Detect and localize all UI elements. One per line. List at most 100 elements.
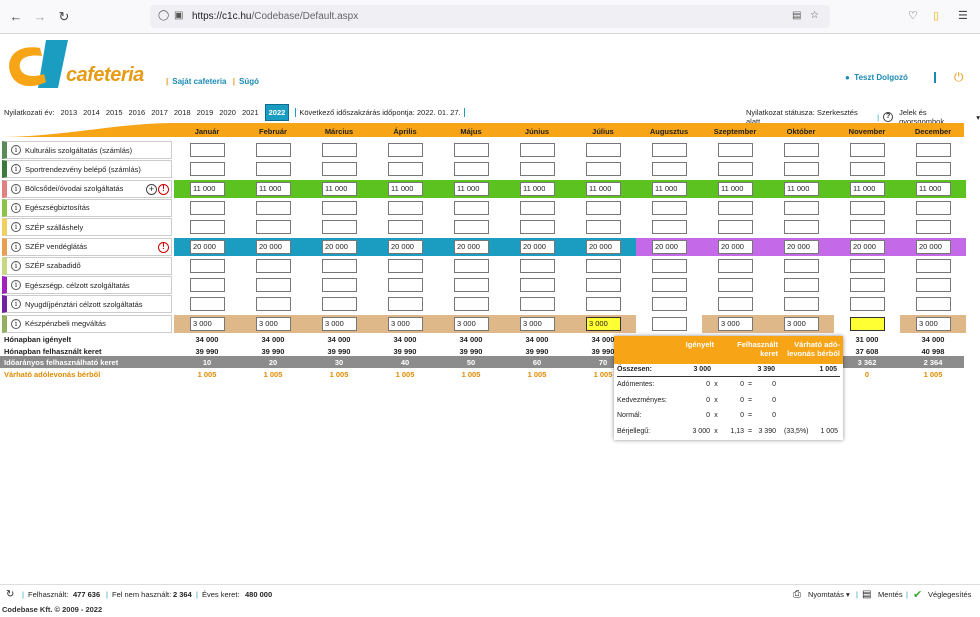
amount-input[interactable]: 3 000 bbox=[322, 316, 357, 331]
amount-input[interactable] bbox=[520, 200, 555, 215]
amount-input[interactable]: 11 000 bbox=[454, 181, 489, 196]
info-icon[interactable]: i bbox=[11, 241, 21, 252]
amount-input[interactable] bbox=[388, 278, 423, 293]
amount-input[interactable] bbox=[652, 220, 687, 235]
amount-input[interactable]: 3 000 bbox=[454, 316, 489, 331]
amount-input[interactable] bbox=[586, 200, 621, 215]
year-option[interactable]: 2014 bbox=[83, 107, 100, 117]
bookmark-star-icon[interactable]: ☆ bbox=[810, 10, 819, 21]
info-icon[interactable]: i bbox=[11, 164, 21, 175]
amount-input[interactable] bbox=[190, 200, 225, 215]
amount-input[interactable] bbox=[520, 162, 555, 177]
amount-input[interactable] bbox=[256, 143, 291, 157]
year-selected[interactable]: 2022 bbox=[264, 103, 290, 121]
amount-input[interactable] bbox=[784, 297, 819, 312]
warning-icon[interactable]: ! bbox=[158, 241, 169, 253]
amount-input[interactable]: 20 000 bbox=[718, 239, 753, 254]
amount-input[interactable] bbox=[784, 258, 819, 273]
amount-input[interactable] bbox=[520, 278, 555, 293]
amount-input[interactable] bbox=[520, 297, 555, 312]
year-option[interactable]: 2021 bbox=[241, 107, 259, 117]
info-icon[interactable]: i bbox=[11, 299, 21, 310]
info-icon[interactable]: i bbox=[11, 280, 21, 291]
amount-input[interactable]: 20 000 bbox=[256, 239, 291, 254]
amount-input[interactable] bbox=[388, 220, 423, 235]
amount-input[interactable] bbox=[190, 220, 225, 235]
benefit-label[interactable]: i Egészségbiztosítás bbox=[2, 198, 172, 217]
amount-input[interactable] bbox=[454, 143, 489, 157]
reader-view-icon[interactable]: ▤ bbox=[792, 10, 802, 21]
back-icon[interactable]: ← bbox=[9, 9, 23, 24]
lock-icon[interactable]: ▣ bbox=[174, 10, 184, 21]
amount-input[interactable] bbox=[256, 200, 291, 215]
amount-input[interactable] bbox=[256, 297, 291, 312]
amount-input[interactable] bbox=[388, 162, 423, 177]
benefit-label[interactable]: i SZÉP szabadidő bbox=[2, 256, 172, 275]
save-button[interactable]: Mentés bbox=[878, 590, 903, 599]
amount-input[interactable] bbox=[784, 143, 819, 157]
amount-input[interactable] bbox=[916, 278, 951, 293]
amount-input[interactable] bbox=[652, 200, 687, 215]
amount-input[interactable] bbox=[718, 220, 753, 235]
amount-input[interactable] bbox=[784, 278, 819, 293]
amount-input[interactable] bbox=[190, 162, 225, 177]
amount-input[interactable] bbox=[322, 278, 357, 293]
amount-input[interactable]: 11 000 bbox=[916, 181, 951, 196]
phone-icon[interactable]: ▯ bbox=[933, 10, 940, 22]
amount-input[interactable] bbox=[586, 162, 621, 177]
amount-input[interactable]: 3 000 bbox=[916, 316, 951, 331]
amount-input[interactable]: 20 000 bbox=[916, 239, 951, 254]
amount-input[interactable]: 11 000 bbox=[586, 181, 621, 196]
amount-input[interactable] bbox=[322, 220, 357, 235]
amount-input[interactable]: 11 000 bbox=[718, 181, 753, 196]
amount-input[interactable] bbox=[388, 143, 423, 157]
amount-input[interactable] bbox=[718, 258, 753, 273]
amount-input[interactable]: 3 000 bbox=[718, 316, 753, 331]
amount-input[interactable]: 3 000 bbox=[586, 316, 621, 331]
amount-input[interactable] bbox=[454, 220, 489, 235]
amount-input[interactable] bbox=[190, 278, 225, 293]
amount-input[interactable] bbox=[322, 297, 357, 312]
check-icon[interactable]: ✔ bbox=[913, 589, 923, 601]
benefit-label[interactable]: i Nyugdíjpénztári célzott szolgáltatás bbox=[2, 295, 172, 314]
amount-input[interactable] bbox=[520, 258, 555, 273]
amount-input[interactable]: 20 000 bbox=[850, 239, 885, 254]
info-icon[interactable]: i bbox=[11, 202, 21, 213]
amount-input[interactable] bbox=[256, 162, 291, 177]
benefit-label[interactable]: i Sportrendezvény belépő (számlás) bbox=[2, 160, 172, 179]
year-option[interactable]: 2017 bbox=[151, 107, 168, 117]
year-option[interactable]: 2019 bbox=[196, 107, 214, 117]
amount-input[interactable] bbox=[586, 278, 621, 293]
amount-input[interactable] bbox=[652, 143, 687, 157]
amount-input[interactable]: 11 000 bbox=[190, 181, 225, 196]
amount-input[interactable] bbox=[916, 220, 951, 235]
benefit-label[interactable]: i SZÉP szálláshely bbox=[2, 218, 172, 237]
amount-input[interactable] bbox=[454, 258, 489, 273]
amount-input[interactable]: 11 000 bbox=[850, 181, 885, 196]
amount-input[interactable] bbox=[916, 297, 951, 312]
printer-icon[interactable]: ⎙ bbox=[793, 589, 801, 600]
amount-input[interactable] bbox=[190, 143, 225, 157]
caret-down-icon[interactable]: ▾ bbox=[976, 112, 980, 122]
amount-input[interactable] bbox=[652, 297, 687, 312]
amount-input[interactable] bbox=[520, 220, 555, 235]
year-option[interactable]: 2013 bbox=[60, 107, 78, 117]
amount-input[interactable] bbox=[916, 200, 951, 215]
link-own-cafeteria[interactable]: Saját cafeteria bbox=[172, 77, 227, 86]
amount-input[interactable] bbox=[256, 258, 291, 273]
refresh-icon[interactable]: ↻ bbox=[6, 589, 15, 600]
amount-input[interactable]: 11 000 bbox=[652, 181, 687, 196]
amount-input[interactable] bbox=[652, 258, 687, 273]
amount-input[interactable]: 3 000 bbox=[190, 316, 225, 331]
address-bar[interactable]: ◯ ▣ https://c1c.hu/Codebase/Default.aspx… bbox=[150, 5, 830, 28]
amount-input[interactable]: 20 000 bbox=[586, 239, 621, 254]
warning-icon[interactable]: ! bbox=[158, 183, 169, 195]
amount-input[interactable] bbox=[454, 200, 489, 215]
amount-input[interactable] bbox=[454, 162, 489, 177]
amount-input[interactable] bbox=[850, 200, 885, 215]
menu-icon[interactable]: ☰ bbox=[958, 10, 968, 22]
amount-input[interactable]: 20 000 bbox=[388, 239, 423, 254]
help-icon[interactable]: ? bbox=[883, 112, 894, 122]
reload-icon[interactable]: ↻ bbox=[58, 9, 70, 24]
amount-input[interactable] bbox=[652, 316, 687, 331]
